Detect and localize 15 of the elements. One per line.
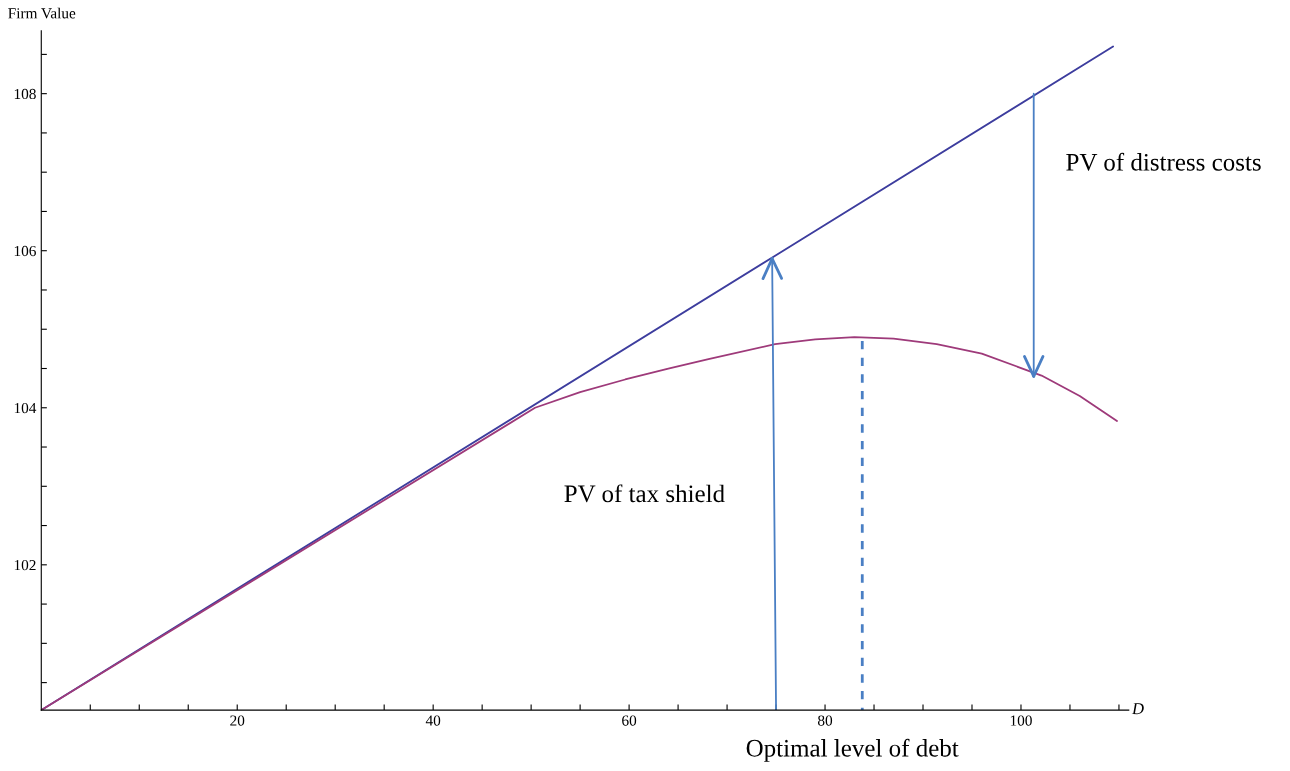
x-axis-title: D [1131, 703, 1144, 715]
text: Optimal level of debt [746, 738, 959, 762]
y-axis-title: Firm Value [8, 7, 76, 19]
x-tick-label: 20 [230, 715, 245, 726]
x-tick-label: 80 [817, 715, 833, 726]
y-tick-label: 104 [14, 402, 37, 414]
y-tick-label: 102 [14, 559, 36, 571]
y-tick-label: 106 [14, 245, 36, 257]
y-tick-label: 108 [14, 88, 36, 100]
x-tick-label: 40 [425, 715, 441, 726]
annotation: PV of tax shield [564, 484, 725, 503]
x-tick-label: 100 [1010, 715, 1032, 726]
annotation: PV of distress costs [1066, 152, 1261, 171]
line-series [41, 336, 1118, 711]
x-tick-label: 60 [622, 715, 637, 726]
